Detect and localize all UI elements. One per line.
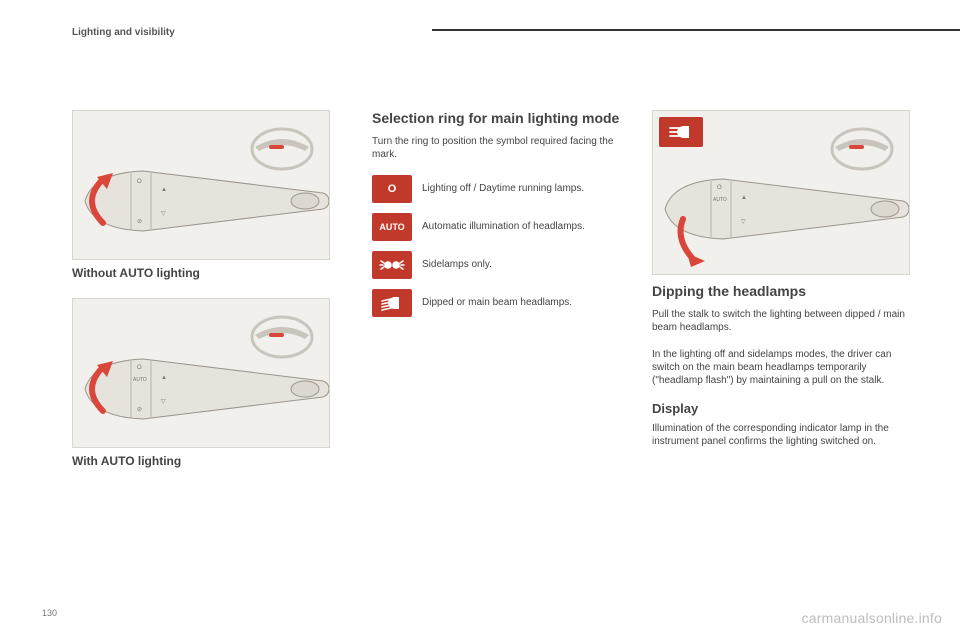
mode-row-dipped-beam: Dipped or main beam headlamps. [372,289,622,317]
svg-text:▲: ▲ [161,375,167,381]
figure-stalk-with-auto: O AUTO ⊘ ▲ ▽ [72,298,330,448]
badge-main-beam-icon [659,117,703,147]
header-rule [432,29,960,31]
stalk-illustration: O AUTO ⊘ ▲ ▽ [73,339,330,439]
column-middle: Selection ring for main lighting mode Tu… [372,110,622,610]
intro-text: Turn the ring to position the symbol req… [372,135,622,161]
page-header: Lighting and visibility [72,22,960,36]
mode-label: Lighting off / Daytime running lamps. [422,183,584,195]
heading-selection-ring: Selection ring for main lighting mode [372,110,622,127]
badge-sidelamps-icon [372,251,412,279]
figure-stalk-dipping: O AUTO ▲ ▽ [652,110,910,275]
mode-row-off: O Lighting off / Daytime running lamps. [372,175,622,203]
badge-lighting-off-icon: O [372,175,412,203]
heading-dipping: Dipping the headlamps [652,283,920,300]
watermark: carmanualsonline.info [802,610,942,626]
paragraph: Illumination of the corresponding indica… [652,422,920,448]
svg-text:O: O [137,365,142,371]
svg-text:▲: ▲ [741,195,747,201]
svg-text:⊘: ⊘ [137,219,142,225]
badge-auto-icon: AUTO [372,213,412,241]
stalk-illustration: O AUTO ▲ ▽ [653,159,910,259]
svg-text:▽: ▽ [741,219,746,225]
column-right: O AUTO ▲ ▽ Dipping the headlamps Pull th… [652,110,920,610]
mode-label: Sidelamps only. [422,259,492,271]
paragraph: Pull the stalk to switch the lighting be… [652,308,920,334]
svg-text:▲: ▲ [161,187,167,193]
heading-display: Display [652,401,920,416]
page-content: O ⊘ ▲ ▽ Without AUTO lighting [72,110,920,610]
svg-text:O: O [717,185,722,191]
svg-text:⊘: ⊘ [137,407,142,413]
column-left: O ⊘ ▲ ▽ Without AUTO lighting [72,110,342,610]
stalk-illustration: O ⊘ ▲ ▽ [73,151,330,251]
figure-caption: Without AUTO lighting [72,266,342,280]
svg-text:AUTO: AUTO [133,377,147,383]
svg-text:AUTO: AUTO [713,197,727,203]
figure-stalk-without-auto: O ⊘ ▲ ▽ [72,110,330,260]
page-number: 130 [42,608,57,618]
svg-text:▽: ▽ [161,211,166,217]
figure-caption: With AUTO lighting [72,454,342,468]
mode-row-auto: AUTO Automatic illumination of headlamps… [372,213,622,241]
paragraph: In the lighting off and sidelamps modes,… [652,348,920,387]
section-title: Lighting and visibility [72,27,175,38]
svg-text:▽: ▽ [161,399,166,405]
badge-dipped-beam-icon [372,289,412,317]
svg-text:O: O [137,179,142,185]
mode-label: Automatic illumination of headlamps. [422,221,585,233]
mode-label: Dipped or main beam headlamps. [422,297,572,309]
mode-row-sidelamps: Sidelamps only. [372,251,622,279]
